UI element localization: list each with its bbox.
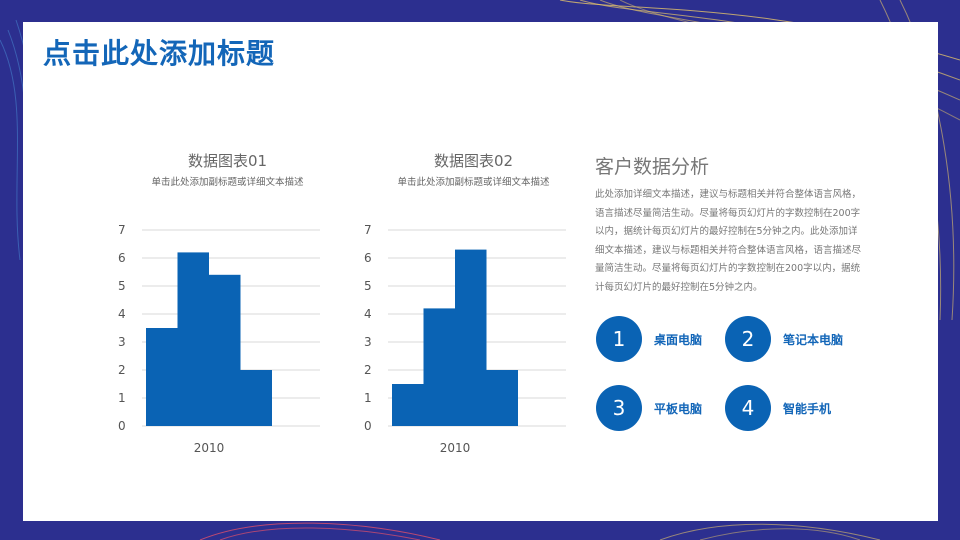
y-tick-label: 7 xyxy=(118,223,126,237)
feature-number-badge: 4 xyxy=(725,385,771,431)
y-tick-label: 0 xyxy=(118,419,126,433)
x-tick-label: 2010 xyxy=(440,441,471,455)
y-tick-label: 4 xyxy=(118,307,126,321)
feature-laptop[interactable]: 2 笔记本电脑 xyxy=(725,316,843,362)
y-tick-label: 7 xyxy=(364,223,372,237)
bar xyxy=(146,328,178,426)
bar-chart-2: 0 1 2 3 4 5 6 7 2010 xyxy=(364,223,566,455)
y-tick-label: 4 xyxy=(364,307,372,321)
chart-title[interactable]: 数据图表01 xyxy=(187,152,268,170)
feature-smartphone[interactable]: 4 智能手机 xyxy=(725,385,831,431)
y-tick-label: 1 xyxy=(364,391,372,405)
feature-label: 智能手机 xyxy=(783,401,832,416)
bar xyxy=(455,249,487,426)
feature-number-badge: 1 xyxy=(596,316,642,362)
chart-1: 数据图表01 单击此处添加副标题或详细文本描述 0 1 2 3 4 5 6 7 2010 xyxy=(105,150,350,470)
chart-subtitle[interactable]: 单击此处添加副标题或详细文本描述 xyxy=(151,177,304,188)
y-tick-label: 2 xyxy=(118,363,126,377)
y-tick-label: 0 xyxy=(364,419,372,433)
feature-label: 平板电脑 xyxy=(654,401,703,416)
feature-number-badge: 3 xyxy=(596,385,642,431)
y-tick-label: 3 xyxy=(364,335,372,349)
slide-title[interactable]: 点击此处添加标题 xyxy=(43,37,276,70)
y-tick-label: 2 xyxy=(364,363,372,377)
chart-2: 数据图表02 单击此处添加副标题或详细文本描述 0 1 2 3 4 5 6 7 2010 xyxy=(351,150,596,470)
feature-tablet[interactable]: 3 平板电脑 xyxy=(596,385,702,431)
bar xyxy=(177,252,209,426)
bar xyxy=(423,308,455,426)
bar-chart-1: 0 1 2 3 4 5 6 7 2010 xyxy=(118,223,320,455)
y-tick-label: 5 xyxy=(118,279,126,293)
feature-label: 桌面电脑 xyxy=(654,332,703,347)
feature-number-badge: 2 xyxy=(725,316,771,362)
y-tick-label: 1 xyxy=(118,391,126,405)
bar xyxy=(240,370,272,426)
y-tick-label: 6 xyxy=(118,251,126,265)
info-title[interactable]: 客户数据分析 xyxy=(595,156,710,178)
bar xyxy=(209,274,241,426)
content-panel: 点击此处添加标题 数据图表01 单击此处添加副标题或详细文本描述 0 1 2 3 4 5 6… xyxy=(23,22,938,521)
bar xyxy=(486,370,518,426)
chart-title[interactable]: 数据图表02 xyxy=(433,152,514,170)
info-body[interactable]: 此处添加详细文本描述，建议与标题相关并符合整体语言风格，语言描述尽量简洁生动。尽… xyxy=(595,189,862,293)
x-tick-label: 2010 xyxy=(194,441,225,455)
chart-subtitle[interactable]: 单击此处添加副标题或详细文本描述 xyxy=(397,177,550,188)
feature-label: 笔记本电脑 xyxy=(783,332,844,347)
y-tick-label: 3 xyxy=(118,335,126,349)
feature-desktop[interactable]: 1 桌面电脑 xyxy=(596,316,702,362)
bar xyxy=(392,384,424,426)
y-tick-label: 6 xyxy=(364,251,372,265)
y-tick-label: 5 xyxy=(364,279,372,293)
